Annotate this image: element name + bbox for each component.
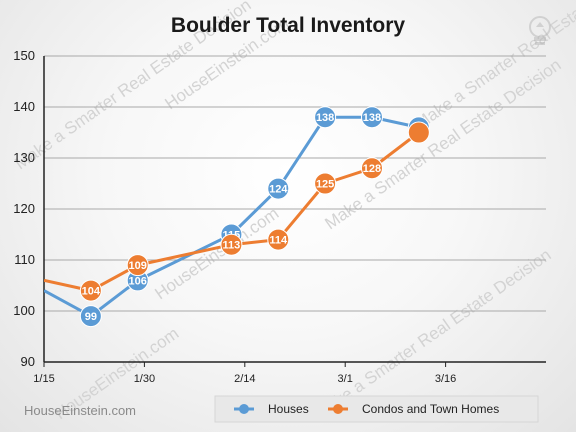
legend-marker — [333, 404, 343, 414]
data-point — [79, 305, 102, 328]
legend-box — [214, 395, 539, 423]
y-tick-label: 90 — [21, 354, 35, 369]
markers-condos: 104 109 113 114 125 128 — [79, 121, 430, 302]
legend-label: Houses — [268, 402, 309, 416]
data-point — [360, 157, 383, 180]
legend-marker — [239, 404, 249, 414]
chart-title: Boulder Total Inventory — [171, 14, 405, 37]
data-label: 125 — [316, 179, 334, 191]
watermark-text: Make a Smarter Real Estate Decision — [321, 55, 564, 233]
data-label: 138 — [363, 112, 381, 124]
data-label: 99 — [85, 311, 97, 323]
markers-houses: 99106115124138138136 — [79, 106, 430, 328]
data-label: 104 — [82, 286, 101, 298]
gridlines — [44, 55, 546, 312]
data-point — [314, 172, 337, 195]
y-tick-label: 140 — [13, 99, 35, 114]
series-layer: 99106115124138138136104109113114125128 — [44, 106, 430, 328]
data-label: 128 — [363, 163, 381, 175]
axes: 90 100 110 120 130 140 150 1/15 1/30 2/14 3/1 3/16 — [13, 48, 546, 385]
legend-label: Condos and Town Homes — [362, 402, 499, 416]
data-label: 124 — [269, 184, 288, 196]
data-point — [220, 233, 243, 256]
y-tick-label: 110 — [14, 252, 35, 267]
data-label: 106 — [129, 275, 147, 287]
legend-item: Condos and Town Homes — [328, 402, 499, 416]
data-point — [267, 228, 290, 251]
data-label: 109 — [129, 260, 147, 272]
watermark-text: HouseEinstein.com — [151, 204, 282, 304]
data-point — [79, 279, 102, 302]
legend: Houses Condos and Town Homes — [214, 395, 539, 423]
lightbulb-logo-icon — [529, 16, 551, 45]
y-tick-label: 150 — [13, 48, 35, 63]
x-tick-label: 3/16 — [435, 373, 456, 385]
y-tick-label: 130 — [13, 150, 35, 165]
data-label: 113 — [223, 240, 241, 252]
x-tick-label: 2/14 — [234, 373, 255, 385]
brand-text: HouseEinstein.com — [24, 403, 136, 418]
data-point — [407, 121, 430, 144]
data-label: 138 — [316, 112, 334, 124]
data-point — [360, 106, 383, 129]
watermark: Make a Smarter Real Estate Decision House… — [11, 0, 576, 423]
legend-item: Houses — [234, 402, 309, 416]
y-tick-label: 120 — [13, 201, 35, 216]
x-tick-label: 1/30 — [134, 373, 155, 385]
y-tick-label: 100 — [13, 303, 35, 318]
data-label: 114 — [269, 235, 288, 247]
x-tick-label: 1/15 — [33, 373, 54, 385]
x-tick-label: 3/1 — [338, 373, 353, 385]
data-point — [267, 177, 290, 200]
data-point — [314, 106, 337, 129]
data-point — [126, 254, 149, 277]
